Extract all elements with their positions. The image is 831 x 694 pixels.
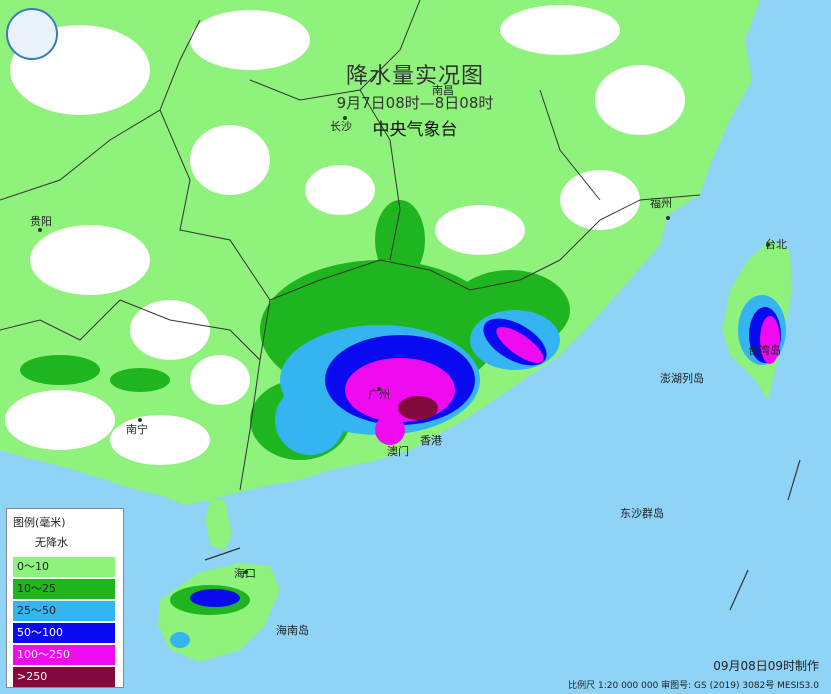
label-guangzhou: 广州 — [368, 388, 390, 401]
leizhou-peninsula — [205, 500, 232, 550]
legend-row-4: 100～250 — [13, 645, 115, 665]
province-boundaries — [0, 0, 701, 491]
label-taiwan: 台湾岛 — [748, 344, 781, 357]
legend-panel: 图例(毫米) 无降水 0～10 10～25 25～50 50～100 100～2… — [6, 508, 124, 688]
map-title-block: 降水量实况图 9月7日08时—8日08时 中央气象台 — [290, 58, 540, 140]
label-nanchang: 南昌 — [432, 84, 454, 97]
cma-logo — [6, 8, 58, 60]
legend-header: 图例(毫米) — [13, 516, 66, 529]
label-dongsha: 东沙群岛 — [620, 507, 664, 520]
legend-row-0: 0～10 — [13, 557, 115, 577]
map-title: 降水量实况图 — [345, 64, 484, 89]
rain-over-250 — [398, 396, 438, 420]
label-aomen: 澳门 — [387, 445, 409, 458]
legend-no-rain: 无降水 — [35, 536, 68, 549]
label-guiyang: 贵阳 — [30, 215, 52, 228]
no-rain-patches — [5, 5, 685, 465]
label-penghu: 澎湖列岛 — [660, 372, 704, 385]
legend-row-5: >250 — [13, 667, 115, 687]
label-hainan: 海南岛 — [276, 624, 309, 637]
label-taibei: 台北 — [765, 238, 787, 251]
map-agency: 中央气象台 — [372, 120, 458, 140]
label-fuzhou: 福州 — [650, 197, 672, 210]
maritime-lines — [204, 459, 801, 611]
made-time: 09月08日09时制作 — [713, 659, 819, 673]
label-haikou: 海口 — [234, 567, 256, 580]
label-xianggang: 香港 — [420, 434, 442, 447]
legend-row-2: 25～50 — [13, 601, 115, 621]
legend-row-3: 50～100 — [13, 623, 115, 643]
map-period: 9月7日08时—8日08时 — [336, 94, 494, 112]
legend-row-1: 10～25 — [13, 579, 115, 599]
scale-note: 比例尺 1:20 000 000 审图号: GS (2019) 3082号 ME… — [568, 681, 819, 691]
label-nanning: 南宁 — [126, 423, 148, 436]
city-markers — [38, 116, 770, 574]
label-changsha: 长沙 — [330, 120, 352, 133]
